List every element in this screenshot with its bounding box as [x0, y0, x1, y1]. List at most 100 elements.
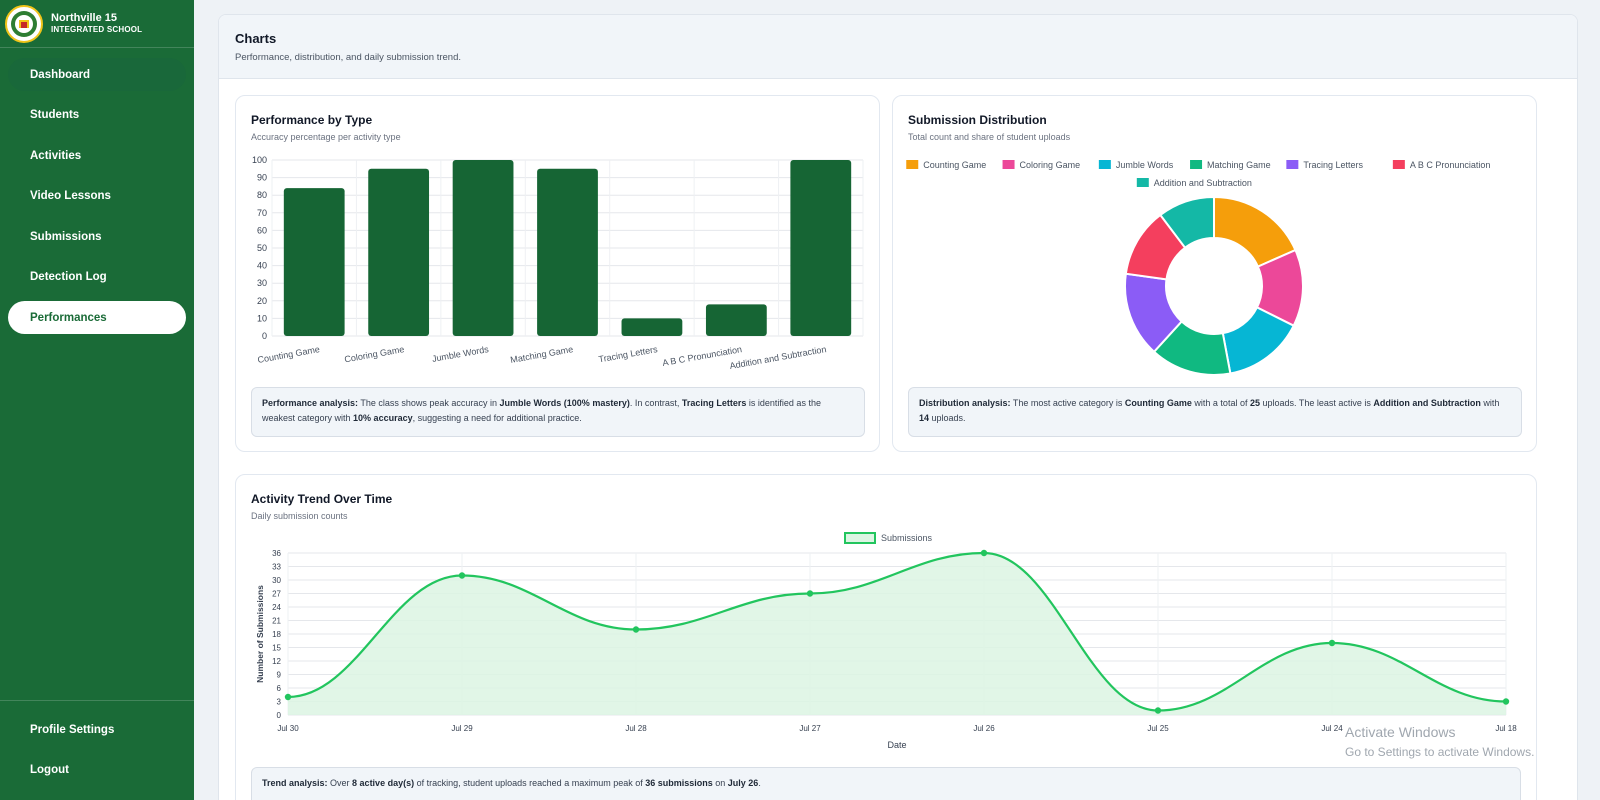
- x-tick-label: Jul 27: [799, 724, 821, 733]
- y-tick-label: 9: [277, 671, 282, 680]
- sidebar-item-performances[interactable]: Performances: [8, 301, 186, 334]
- bar: [368, 168, 430, 336]
- analysis-text: on: [712, 778, 728, 788]
- sidebar-item-students[interactable]: Students: [30, 109, 80, 121]
- x-tick-label: Counting Game: [257, 344, 321, 365]
- legend-swatch: [1286, 160, 1299, 169]
- bar: [537, 168, 598, 336]
- legend-swatch: [906, 160, 919, 169]
- charts-header: Charts Performance, distribution, and da…: [219, 15, 1577, 79]
- bar: [452, 160, 514, 336]
- y-tick-label: 33: [272, 563, 281, 572]
- legend-label: A B C Pronunciation: [1410, 160, 1491, 170]
- bar: [621, 318, 683, 336]
- analysis-text: with: [1480, 398, 1500, 408]
- x-tick-label: Jul 28: [625, 724, 647, 733]
- x-tick-label: Matching Game: [510, 344, 574, 365]
- bar: [283, 188, 345, 336]
- performance-subtitle: Accuracy percentage per activity type: [251, 132, 401, 142]
- data-point: [284, 693, 292, 701]
- y-tick-label: 3: [277, 698, 282, 707]
- x-tick-label: Addition and Subtraction: [729, 344, 827, 371]
- trend-subtitle: Daily submission counts: [251, 511, 348, 521]
- y-tick-label: 90: [257, 173, 267, 183]
- x-tick-label: Coloring Game: [344, 344, 405, 364]
- sidebar-item-dashboard[interactable]: Dashboard: [8, 58, 186, 91]
- brand-subtitle: INTEGRATED SCHOOL: [51, 25, 143, 35]
- legend-label: Addition and Subtraction: [1154, 178, 1252, 188]
- y-tick-label: 27: [272, 590, 281, 599]
- y-tick-label: 15: [272, 644, 281, 653]
- school-logo-icon: [5, 4, 43, 43]
- y-tick-label: 20: [257, 296, 267, 306]
- analysis-text: of tracking, student uploads reached a m…: [414, 778, 646, 788]
- performance-title: Performance by Type: [251, 113, 373, 127]
- page-title: Charts: [235, 31, 277, 46]
- analysis-label: Distribution analysis:: [919, 398, 1011, 408]
- analysis-highlight: Jumble Words (100% mastery): [499, 398, 630, 408]
- y-tick-label: 50: [257, 243, 267, 253]
- x-axis-label: Date: [887, 740, 906, 750]
- brand: Northville 15 INTEGRATED SCHOOL: [0, 0, 194, 48]
- y-tick-label: 36: [272, 549, 281, 558]
- distribution-donut-chart: Counting Game Coloring Game Jumble Words Ma…: [906, 160, 1491, 376]
- legend-label: Submissions: [881, 533, 933, 543]
- analysis-highlight: Addition and Subtraction: [1373, 398, 1481, 408]
- analysis-highlight: 25: [1249, 398, 1260, 408]
- x-tick-label: Jul 26: [973, 724, 995, 733]
- series-line: [287, 551, 1507, 712]
- x-tick-label: Jul 24: [1321, 724, 1343, 733]
- sidebar-item-activities[interactable]: Activities: [30, 149, 82, 162]
- y-tick-label: 12: [272, 657, 281, 666]
- analysis-text: is identified as the weakest category wi…: [262, 398, 821, 423]
- performance-bar-chart: 0 10 20 30 40 50 60 70 80 90 100 Counting Game Color…: [252, 155, 864, 371]
- y-tick-label: 0: [262, 331, 267, 341]
- sidebar-item-video-lessons[interactable]: Video Lessons: [30, 190, 111, 202]
- performance-analysis: Performance analysis: The class shows pe…: [251, 387, 865, 437]
- legend-swatch: [1136, 178, 1149, 187]
- analysis-highlight: 14: [919, 413, 930, 423]
- sidebar-item-submissions[interactable]: Submissions: [30, 230, 102, 243]
- analysis-text: , suggesting a need for additional pract…: [412, 413, 582, 423]
- trend-analysis: Trend analysis: Over 8 active day(s) of …: [251, 767, 1521, 800]
- legend-label: Tracing Letters: [1303, 160, 1363, 170]
- distribution-subtitle: Total count and share of student uploads: [908, 132, 1071, 142]
- data-point: [1502, 698, 1510, 705]
- data-point: [980, 549, 988, 557]
- performance-card: Performance by Type Accuracy percentage …: [235, 95, 880, 452]
- sidebar-bottom-nav: Profile Settings Logout: [0, 700, 194, 800]
- trend-title: Activity Trend Over Time: [251, 492, 393, 506]
- x-tick-label: Jul 18: [1495, 724, 1517, 733]
- data-point: [806, 590, 814, 597]
- sidebar-item-detection-log[interactable]: Detection Log: [30, 271, 107, 283]
- analysis-highlight: Counting Game: [1124, 398, 1192, 408]
- legend-swatch: [1392, 160, 1405, 169]
- activation-watermark-title: Activate Windows: [1345, 724, 1456, 740]
- page-subtitle: Performance, distribution, and daily sub…: [235, 52, 462, 63]
- y-tick-label: 40: [257, 261, 267, 271]
- legend-label: Coloring Game: [1020, 160, 1081, 170]
- analysis-text: . In contrast,: [629, 398, 682, 408]
- y-tick-label: 80: [257, 190, 267, 200]
- y-tick-label: 24: [272, 603, 281, 612]
- analysis-text: with a total of: [1191, 398, 1250, 408]
- distribution-title: Submission Distribution: [908, 113, 1047, 127]
- data-point: [1154, 707, 1162, 714]
- bar: [705, 304, 767, 336]
- legend-label: Jumble Words: [1116, 160, 1174, 170]
- charts-panel: Charts Performance, distribution, and da…: [218, 14, 1578, 800]
- analysis-highlight: 36 submissions: [645, 778, 713, 788]
- x-tick-label: Jul 30: [277, 724, 299, 733]
- brand-name: Northville 15: [51, 12, 118, 25]
- y-tick-label: 60: [257, 225, 267, 235]
- data-point: [632, 626, 640, 633]
- legend-swatch: [1002, 160, 1015, 169]
- data-point: [458, 572, 466, 579]
- legend-label: Matching Game: [1207, 160, 1271, 170]
- sidebar-item-profile-settings[interactable]: Profile Settings: [30, 723, 115, 736]
- distribution-analysis: Distribution analysis: The most active c…: [908, 387, 1522, 437]
- sidebar-item-logout[interactable]: Logout: [30, 764, 69, 776]
- area-fill: [288, 553, 1506, 715]
- y-tick-label: 18: [272, 630, 281, 639]
